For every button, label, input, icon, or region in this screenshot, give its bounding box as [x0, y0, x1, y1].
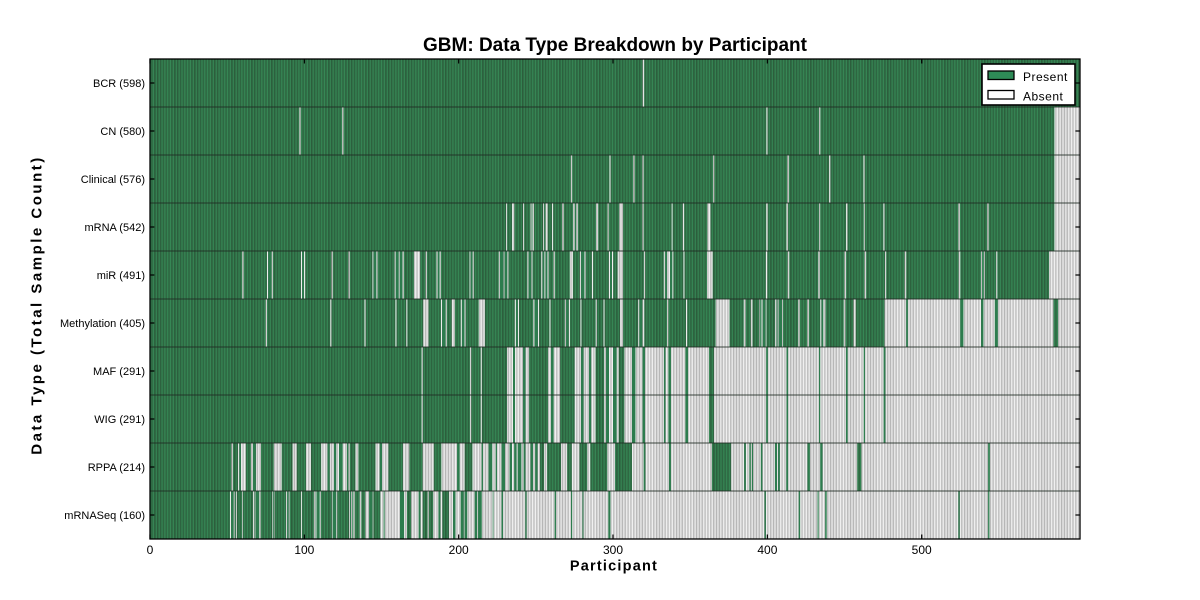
svg-text:Data Type (Total Sample Count): Data Type (Total Sample Count) [29, 155, 46, 454]
svg-text:GBM: Data Type Breakdown by Pa: GBM: Data Type Breakdown by Participant [423, 35, 808, 56]
svg-text:200: 200 [449, 543, 469, 557]
svg-text:100: 100 [294, 543, 314, 557]
svg-text:CN (580): CN (580) [100, 126, 145, 138]
svg-text:BCR (598): BCR (598) [93, 78, 145, 90]
svg-text:300: 300 [603, 543, 623, 557]
svg-text:Present: Present [1023, 70, 1068, 84]
svg-text:400: 400 [757, 543, 777, 557]
svg-text:Absent: Absent [1023, 90, 1064, 104]
svg-text:Clinical (576): Clinical (576) [81, 174, 145, 186]
svg-text:Methylation (405): Methylation (405) [60, 318, 145, 330]
svg-text:MAF (291): MAF (291) [93, 366, 145, 378]
svg-text:0: 0 [147, 543, 154, 557]
svg-text:miR (491): miR (491) [97, 270, 145, 282]
svg-text:Participant: Participant [570, 559, 658, 575]
svg-text:WIG (291): WIG (291) [94, 414, 145, 426]
svg-text:RPPA (214): RPPA (214) [88, 462, 145, 474]
svg-text:mRNA (542): mRNA (542) [84, 222, 145, 234]
svg-text:mRNASeq (160): mRNASeq (160) [64, 510, 145, 522]
svg-text:500: 500 [912, 543, 932, 557]
